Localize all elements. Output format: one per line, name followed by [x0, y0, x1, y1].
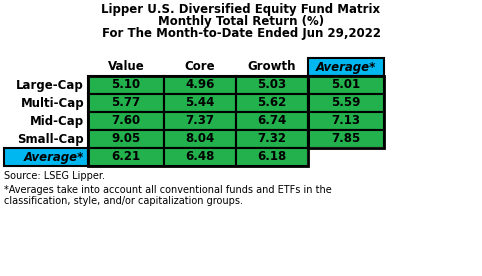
Bar [308, 148, 384, 166]
Text: 5.01: 5.01 [332, 78, 361, 92]
Text: 7.60: 7.60 [111, 115, 141, 128]
Bar [4, 94, 88, 112]
Bar [236, 76, 308, 94]
Bar [308, 76, 384, 148]
Text: Small-Cap: Small-Cap [17, 132, 84, 145]
Text: Growth: Growth [248, 60, 296, 73]
Text: 5.03: 5.03 [257, 78, 287, 92]
Text: Source: LSEG Lipper.: Source: LSEG Lipper. [4, 171, 105, 181]
Text: Monthly Total Return (%): Monthly Total Return (%) [158, 15, 324, 28]
Bar [164, 58, 236, 76]
Bar [308, 94, 384, 112]
Text: Mid-Cap: Mid-Cap [30, 115, 84, 128]
Bar [308, 58, 384, 76]
Text: 6.21: 6.21 [111, 150, 141, 163]
Text: 5.62: 5.62 [257, 97, 287, 110]
Text: 7.13: 7.13 [332, 115, 361, 128]
Text: Average*: Average* [24, 150, 84, 163]
Text: Value: Value [107, 60, 145, 73]
Bar [164, 112, 236, 130]
Text: 5.59: 5.59 [331, 97, 361, 110]
Bar [164, 94, 236, 112]
Bar [88, 112, 164, 130]
Bar [4, 112, 88, 130]
Bar [4, 58, 88, 76]
Bar [88, 148, 164, 166]
Bar [236, 130, 308, 148]
Bar [88, 58, 164, 76]
Bar [88, 76, 164, 94]
Text: 4.96: 4.96 [185, 78, 214, 92]
Bar [4, 148, 88, 166]
Bar [88, 94, 164, 112]
Text: Large-Cap: Large-Cap [16, 78, 84, 92]
Bar [236, 94, 308, 112]
Bar [88, 76, 308, 166]
Text: 6.74: 6.74 [257, 115, 287, 128]
Bar [308, 76, 384, 94]
Text: Average*: Average* [316, 60, 376, 73]
Text: For The Month-to-Date Ended Jun 29,2022: For The Month-to-Date Ended Jun 29,2022 [102, 26, 380, 39]
Text: Core: Core [185, 60, 215, 73]
Bar [4, 76, 88, 94]
Bar [4, 130, 88, 148]
Text: 7.37: 7.37 [186, 115, 214, 128]
Text: *Averages take into account all conventional funds and ETFs in the: *Averages take into account all conventi… [4, 185, 332, 195]
Text: classification, style, and/or capitalization groups.: classification, style, and/or capitaliza… [4, 196, 243, 206]
Text: 6.48: 6.48 [185, 150, 214, 163]
Bar [308, 112, 384, 130]
Text: 7.32: 7.32 [257, 132, 286, 145]
Text: 8.04: 8.04 [186, 132, 214, 145]
Bar [236, 148, 308, 166]
Bar [164, 148, 236, 166]
Text: 5.10: 5.10 [111, 78, 141, 92]
Bar [236, 58, 308, 76]
Text: 6.18: 6.18 [257, 150, 287, 163]
Text: 9.05: 9.05 [111, 132, 141, 145]
Text: Multi-Cap: Multi-Cap [20, 97, 84, 110]
Bar [308, 130, 384, 148]
Bar [164, 130, 236, 148]
Text: 5.77: 5.77 [111, 97, 141, 110]
Bar [236, 112, 308, 130]
Text: 7.85: 7.85 [332, 132, 361, 145]
Text: Lipper U.S. Diversified Equity Fund Matrix: Lipper U.S. Diversified Equity Fund Matr… [101, 2, 381, 15]
Text: 5.44: 5.44 [185, 97, 214, 110]
Bar [164, 76, 236, 94]
Bar [88, 130, 164, 148]
